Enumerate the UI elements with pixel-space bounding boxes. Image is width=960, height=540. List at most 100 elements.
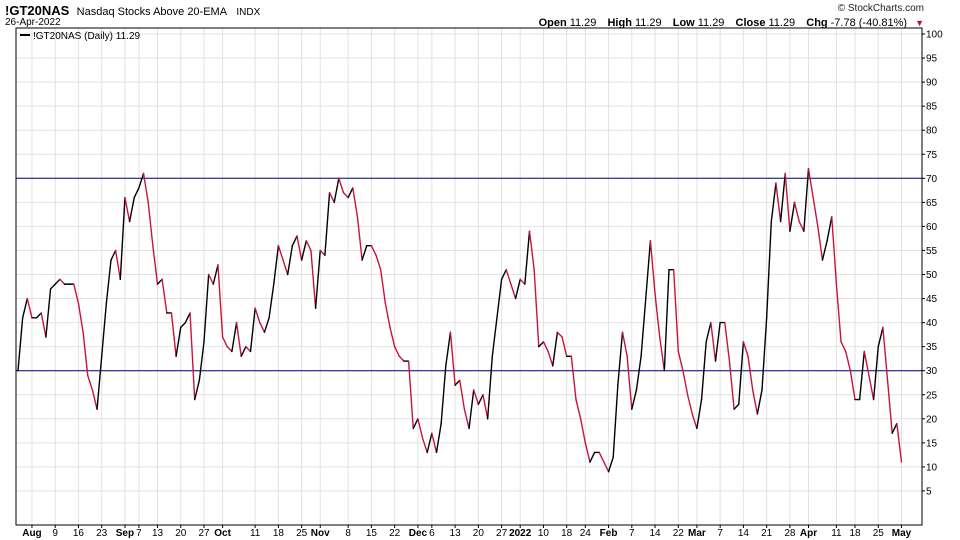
x-tick-label: 23 xyxy=(96,528,108,539)
series-segment xyxy=(724,321,731,362)
series-segment xyxy=(575,398,582,420)
series-segment xyxy=(393,345,400,357)
series-segment xyxy=(496,278,503,319)
series-segment xyxy=(761,317,768,391)
series-segment xyxy=(449,331,456,386)
series-segment xyxy=(654,293,661,338)
x-tick-label: 13 xyxy=(152,528,164,539)
x-tick-label: 16 xyxy=(73,528,85,539)
series-segment xyxy=(314,249,321,309)
series-segment xyxy=(142,172,149,204)
series-segment xyxy=(691,413,698,430)
x-tick-label: Mar xyxy=(688,528,706,539)
y-tick-label: 5 xyxy=(926,486,932,497)
series-segment xyxy=(626,355,633,410)
plot-frame xyxy=(15,27,923,526)
series-segment xyxy=(324,192,331,256)
series-segment xyxy=(189,312,196,401)
series-segment xyxy=(105,259,112,305)
series-segment xyxy=(231,321,238,353)
x-tick-label: 13 xyxy=(450,528,462,539)
series-segment xyxy=(500,268,507,281)
series-segment xyxy=(431,432,438,454)
series-segment xyxy=(454,379,461,386)
series-segment xyxy=(170,312,177,357)
series-segment xyxy=(835,283,842,343)
y-tick-label: 30 xyxy=(926,366,938,377)
y-tick-label: 85 xyxy=(926,102,938,113)
series-segment xyxy=(180,321,187,329)
ohlc-readout: Open 11.29 High 11.29 Low 11.29 Close 11.29 … xyxy=(539,17,924,29)
y-axis: 5 10 15 20 25 30 35 40 45 50 55 60 65 70 75 80 85 90 95 100 xyxy=(922,30,943,497)
series-segment xyxy=(249,307,256,353)
series-segment xyxy=(291,235,298,247)
chg-down-icon: ▼ xyxy=(915,18,924,28)
series-segment xyxy=(714,321,721,362)
series-segment xyxy=(770,182,777,223)
series-segment xyxy=(840,341,847,353)
series-segment xyxy=(863,350,870,377)
series-segment xyxy=(700,341,707,401)
series-segment xyxy=(463,408,470,430)
series-segment xyxy=(524,230,531,285)
y-tick-label: 40 xyxy=(926,318,938,329)
series-segment xyxy=(445,331,452,367)
x-tick-label: 6 xyxy=(429,528,435,539)
series-segment xyxy=(328,192,335,204)
series-segment xyxy=(198,341,205,382)
series-segment xyxy=(756,389,763,415)
series-segment xyxy=(398,355,405,362)
chart-date: 26-Apr-2022 xyxy=(5,17,61,28)
series-segment xyxy=(738,341,745,406)
series-segment xyxy=(784,172,791,232)
y-tick-label: 60 xyxy=(926,222,938,233)
series-segment xyxy=(26,297,33,319)
series-segment xyxy=(124,196,131,223)
series-segment xyxy=(110,249,117,261)
series-segment xyxy=(161,278,168,314)
series-segment xyxy=(682,370,689,396)
series-segment xyxy=(552,331,559,367)
series-segment xyxy=(742,341,749,357)
series-segment xyxy=(361,244,368,261)
x-tick-label: 25 xyxy=(873,528,885,539)
series-segment xyxy=(793,201,800,223)
series-segment xyxy=(821,240,828,261)
series-segment xyxy=(440,365,447,425)
series-segment xyxy=(733,403,740,410)
x-tick-label: 15 xyxy=(366,528,378,539)
series-segment xyxy=(556,331,563,338)
y-tick-label: 35 xyxy=(926,342,938,353)
series-segment xyxy=(212,264,219,285)
series-segment xyxy=(35,312,42,319)
series-segment xyxy=(277,244,284,261)
series-segment xyxy=(705,321,712,343)
y-tick-label: 75 xyxy=(926,150,938,161)
x-tick-label: Apr xyxy=(800,528,817,539)
series-segment xyxy=(886,379,893,434)
series-segment xyxy=(663,268,670,372)
x-tick-label: 27 xyxy=(496,528,508,539)
series-segment xyxy=(858,350,865,401)
series-segment xyxy=(570,355,577,401)
series-segment xyxy=(645,240,652,300)
low-value: 11.29 xyxy=(697,17,725,29)
close-label: Close xyxy=(735,17,766,29)
series-segment xyxy=(798,220,805,232)
series-segment xyxy=(868,374,875,401)
y-tick-label: 80 xyxy=(926,126,938,137)
series-segment xyxy=(21,297,28,319)
x-tick-label: Feb xyxy=(600,528,618,539)
series-segment xyxy=(561,336,568,357)
x-axis: Aug 9 16 23 Sep 7 13 20 27 Oct 11 18 25 Nov 8 15 22 Dec 6 1… xyxy=(22,525,912,539)
series-segment xyxy=(547,350,554,367)
series-segment xyxy=(45,288,52,338)
x-tick-label: 18 xyxy=(561,528,573,539)
series-segment xyxy=(631,389,638,410)
series-segment xyxy=(254,307,261,324)
series-segment xyxy=(849,370,856,401)
x-tick-label: 27 xyxy=(198,528,210,539)
series-segment xyxy=(621,331,628,357)
y-tick-label: 70 xyxy=(926,174,938,185)
